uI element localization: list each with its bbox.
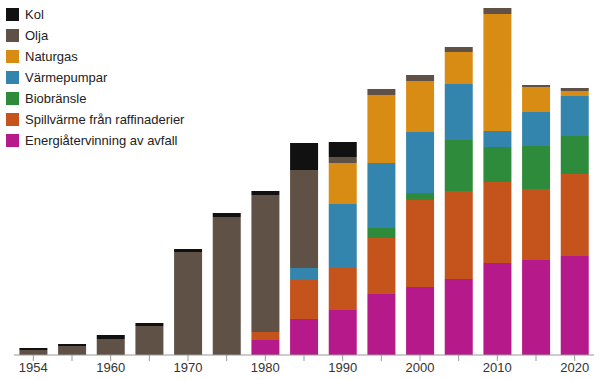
svg-text:2020: 2020: [560, 360, 589, 375]
html-text:Kol: Kol: [25, 7, 44, 22]
svg-text:2000: 2000: [406, 360, 435, 375]
svg-text:1980: 1980: [251, 360, 280, 375]
svg-text:1960: 1960: [96, 360, 125, 375]
html-text:Olja: Olja: [25, 28, 49, 43]
svg-text:1990: 1990: [328, 360, 357, 375]
svg-text:2010: 2010: [483, 360, 512, 375]
svg-text:1970: 1970: [174, 360, 203, 375]
html-text:Spillvärme från raffinaderier: Spillvärme från raffinaderier: [25, 112, 185, 127]
svg-text:1954: 1954: [19, 360, 48, 375]
html-text:Naturgas: Naturgas: [25, 49, 78, 64]
html-text:Energiåtervinning av avfall: Energiåtervinning av avfall: [25, 133, 178, 148]
html-text:Värmepumpar: Värmepumpar: [25, 70, 108, 85]
html-text:Biobränsle: Biobränsle: [25, 91, 87, 106]
